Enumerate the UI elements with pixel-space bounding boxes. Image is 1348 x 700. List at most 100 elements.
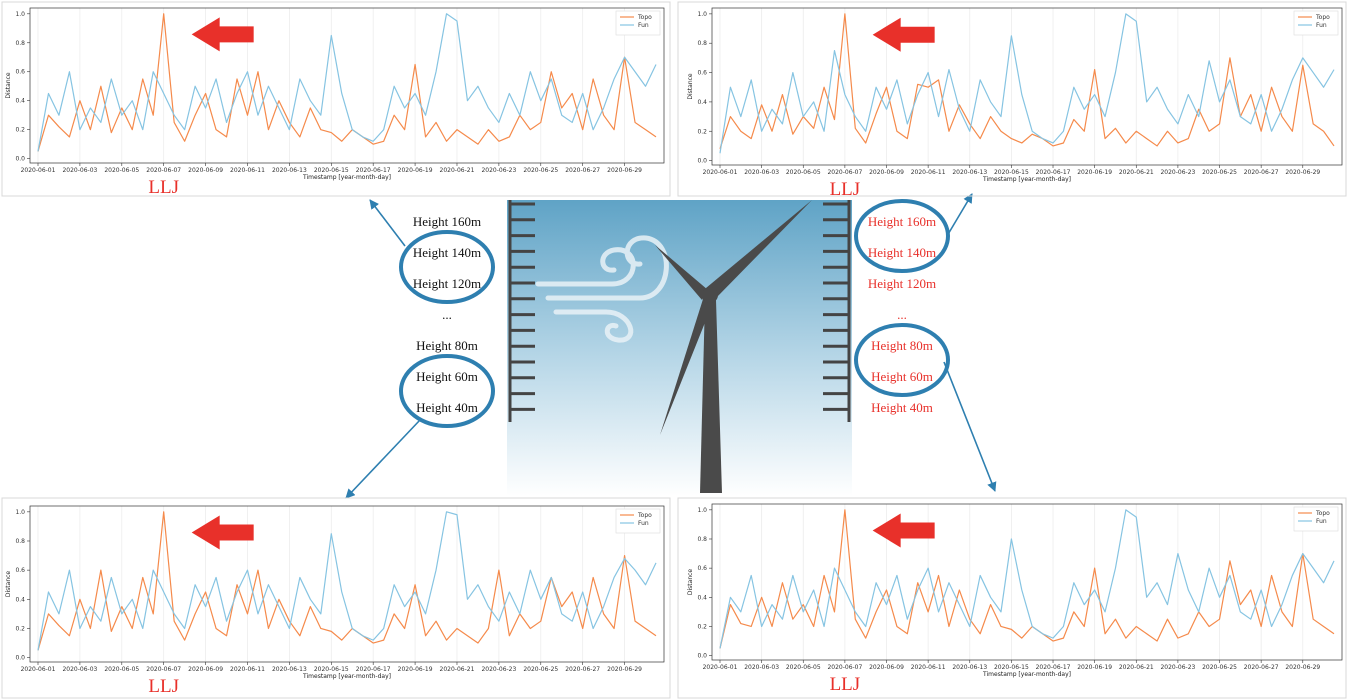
y-tick-label: 0.8 xyxy=(15,538,25,545)
height-label: Height 40m xyxy=(871,400,933,415)
height-label: Height 40m xyxy=(416,400,478,415)
x-tick-label: 2020-06-13 xyxy=(952,169,987,176)
x-tick-label: 2020-06-23 xyxy=(481,167,516,174)
x-tick-label: 2020-06-11 xyxy=(230,167,265,174)
group-ellipses xyxy=(399,199,950,428)
x-tick-label: 2020-06-11 xyxy=(911,664,946,671)
y-tick-label: 1.0 xyxy=(15,509,25,516)
line-chart: 2020-06-01 2020-06-03 2020-06-05 2020-06-07… xyxy=(677,497,1347,699)
plot-frame xyxy=(711,503,1343,661)
x-tick-label: 2020-06-25 xyxy=(523,666,558,673)
x-axis-label: Timestamp [year-month-day] xyxy=(302,174,391,181)
x-tick-label: 2020-06-23 xyxy=(481,666,516,673)
x-tick-label: 2020-06-07 xyxy=(827,664,862,671)
pointer-arrow xyxy=(191,17,254,52)
height-label: Height 120m xyxy=(413,276,481,291)
x-tick-label: 2020-06-03 xyxy=(744,169,779,176)
height-label: Height 120m xyxy=(868,276,936,291)
x-tick-label: 2020-06-13 xyxy=(272,167,307,174)
data-line xyxy=(37,13,657,152)
annotation: LLJ xyxy=(830,674,861,695)
x-tick-label: 2020-06-15 xyxy=(994,664,1029,671)
height-label: Height 160m xyxy=(868,214,936,229)
height-label: Height 80m xyxy=(871,338,933,353)
diagram: Height 160m Height 140m Height 120m... Heig… xyxy=(345,193,997,499)
annotation: LLJ xyxy=(148,676,179,697)
height-label: Height 60m xyxy=(416,369,478,384)
y-tick-label: 0.8 xyxy=(15,40,25,47)
x-tick-label: 2020-06-19 xyxy=(1077,169,1112,176)
legend-label: Fun xyxy=(638,22,649,29)
y-tick-label: 0.8 xyxy=(697,40,707,47)
data-line xyxy=(37,13,657,152)
x-axis-label: Timestamp [year-month-day] xyxy=(982,176,1071,183)
line-chart: 2020-06-01 2020-06-03 2020-06-05 2020-06-07… xyxy=(1,497,671,699)
x-tick-label: 2020-06-01 xyxy=(21,666,56,673)
x-tick-label: 2020-06-25 xyxy=(523,167,558,174)
annotation: LLJ xyxy=(830,179,861,200)
x-tick-label: 2020-06-03 xyxy=(744,664,779,671)
height-label: ... xyxy=(897,307,907,322)
legend-label: Fun xyxy=(1316,518,1327,525)
legend-box xyxy=(1293,10,1339,36)
y-tick-label: 0.4 xyxy=(15,98,25,105)
x-tick-label: 2020-06-17 xyxy=(1036,664,1071,671)
y-tick-label: 0.2 xyxy=(697,623,707,630)
y-tick-label: 0.8 xyxy=(697,536,707,543)
x-tick-label: 2020-06-01 xyxy=(703,169,738,176)
legend-label: Topo xyxy=(637,512,652,519)
x-tick-label: 2020-06-09 xyxy=(869,169,904,176)
y-tick-label: 0.4 xyxy=(697,99,707,106)
y-tick-label: 1.0 xyxy=(697,507,707,514)
sky-background xyxy=(507,200,852,496)
x-tick-label: 2020-06-17 xyxy=(1036,169,1071,176)
x-tick-label: 2020-06-23 xyxy=(1160,169,1195,176)
x-tick-label: 2020-06-27 xyxy=(1244,169,1279,176)
x-tick-label: 2020-06-05 xyxy=(786,169,821,176)
y-tick-label: 0.6 xyxy=(697,565,707,572)
y-tick-label: 0.2 xyxy=(15,625,25,632)
annotation: LLJ xyxy=(148,177,179,198)
data-line xyxy=(37,511,657,651)
x-tick-label: 2020-06-09 xyxy=(188,666,223,673)
x-tick-label: 2020-06-13 xyxy=(952,664,987,671)
x-tick-label: 2020-06-15 xyxy=(994,169,1029,176)
x-tick-label: 2020-06-05 xyxy=(104,167,139,174)
x-tick-label: 2020-06-21 xyxy=(440,167,475,174)
wind-icon xyxy=(535,235,669,343)
x-tick-label: 2020-06-05 xyxy=(786,664,821,671)
legend-label: Topo xyxy=(637,14,652,21)
x-tick-label: 2020-06-15 xyxy=(314,666,349,673)
height-rulers xyxy=(508,200,851,422)
x-tick-label: 2020-06-29 xyxy=(607,666,642,673)
wind-turbine xyxy=(655,200,812,493)
x-tick-label: 2020-06-17 xyxy=(356,167,391,174)
x-tick-label: 2020-06-29 xyxy=(1285,169,1320,176)
x-tick-label: 2020-06-01 xyxy=(21,167,56,174)
x-tick-label: 2020-06-09 xyxy=(188,167,223,174)
link-arrows xyxy=(345,193,997,499)
left-height-labels: Height 160m Height 140m Height 120m... Heig… xyxy=(413,214,481,415)
x-tick-label: 2020-06-11 xyxy=(911,169,946,176)
plot-frame xyxy=(29,505,665,663)
x-tick-label: 2020-06-29 xyxy=(607,167,642,174)
line-chart: 2020-06-01 2020-06-03 2020-06-05 2020-06-07… xyxy=(677,1,1347,200)
figure-frame xyxy=(677,497,1347,699)
x-tick-label: 2020-06-03 xyxy=(62,666,97,673)
legend-box xyxy=(615,10,661,36)
x-tick-label: 2020-06-05 xyxy=(104,666,139,673)
y-tick-label: 0.0 xyxy=(697,653,707,660)
x-tick-label: 2020-06-03 xyxy=(62,167,97,174)
y-tick-label: 0.0 xyxy=(15,156,25,163)
x-tick-label: 2020-06-21 xyxy=(440,666,475,673)
x-tick-label: 2020-06-11 xyxy=(230,666,265,673)
x-tick-label: 2020-06-21 xyxy=(1119,664,1154,671)
y-tick-label: 0.6 xyxy=(697,70,707,77)
plot-frame xyxy=(29,7,665,164)
data-line xyxy=(37,511,657,651)
y-axis-label: Distance xyxy=(5,571,12,598)
legend-box xyxy=(615,508,661,534)
y-axis-label: Distance xyxy=(687,73,694,100)
height-label: ... xyxy=(442,307,452,322)
